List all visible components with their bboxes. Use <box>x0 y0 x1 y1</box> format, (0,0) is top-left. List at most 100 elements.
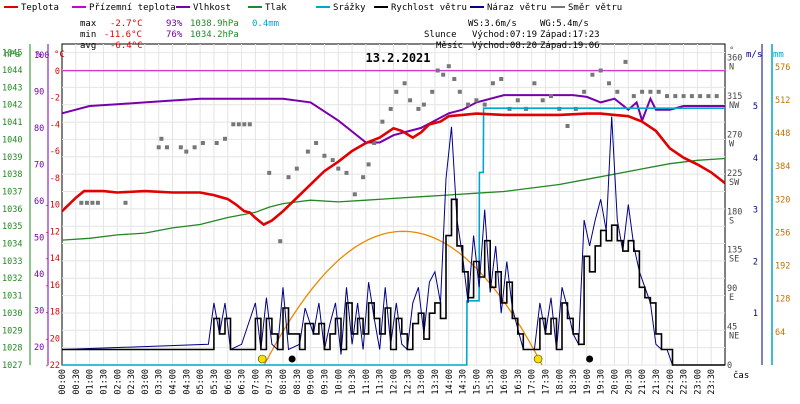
rain-tick-label: 64 <box>775 328 785 338</box>
legend-label: Rychlost větru <box>391 3 467 13</box>
dir-compass-label: W <box>729 139 735 149</box>
x-tick-label: 14:30 <box>459 369 469 395</box>
hum-tick-label: 90 <box>34 87 44 97</box>
wind-direction-point <box>159 136 164 141</box>
wind-direction-point <box>640 89 645 94</box>
series-pressure <box>61 157 726 241</box>
dir-compass-label: S <box>729 216 734 226</box>
rain-tick-label: 448 <box>775 129 790 139</box>
stats-min-press: 1034.2hPa <box>190 30 239 40</box>
temp-tick-label: -20 <box>45 334 60 344</box>
wind-tick-label: 1 <box>753 309 758 319</box>
wind-direction-point <box>482 102 487 107</box>
press-tick-label: 1044 <box>2 66 22 76</box>
wind-direction-point <box>441 72 446 77</box>
unit-temp: °C <box>54 50 65 60</box>
wind-direction-point <box>515 98 520 103</box>
sunset-marker <box>533 354 543 364</box>
wind-direction-point <box>165 145 169 150</box>
series-rain <box>62 107 725 366</box>
series-temperature <box>61 112 726 227</box>
wind-direction-point <box>84 200 89 205</box>
wind-direction-point <box>408 98 413 103</box>
stats-max-press: 1038.9hPa <box>190 19 239 29</box>
hum-tick-label: 40 <box>34 270 44 280</box>
wind-direction-point <box>698 94 703 99</box>
wind-direction-point <box>631 94 636 99</box>
rain-tick-label: 512 <box>775 96 790 106</box>
press-tick-label: 1045 <box>2 49 22 59</box>
x-tick-label: 10:00 <box>334 369 344 395</box>
wind-direction-point <box>598 68 603 73</box>
x-tick-label: 03:30 <box>155 369 165 395</box>
wind-direction-point <box>214 141 219 145</box>
x-tick-label: 02:00 <box>113 369 123 395</box>
press-tick-label: 1034 <box>2 240 22 250</box>
stats-block: max -2.7°C 93% 1038.9hPa 0.4mm min -11.6… <box>80 19 279 51</box>
x-tick-label: 23:30 <box>707 369 717 395</box>
stats-max-label: max <box>80 19 97 29</box>
wind-direction-point <box>330 158 335 163</box>
series-wind-speed <box>62 198 725 366</box>
press-tick-label: 1030 <box>2 309 22 319</box>
temp-tick-label: -6 <box>50 147 60 157</box>
wind-direction-point <box>192 145 197 150</box>
stats-max-rain: 0.4mm <box>252 19 279 29</box>
temp-tick-label: -8 <box>50 174 60 184</box>
press-tick-label: 1043 <box>2 83 22 93</box>
x-tick-label: 17:30 <box>541 369 551 395</box>
x-tick-label: 05:00 <box>196 369 206 395</box>
rain-tick-label: 576 <box>775 63 790 73</box>
x-tick-label: 21:00 <box>638 369 648 395</box>
sun-arc <box>263 230 543 366</box>
wind-direction-point <box>336 166 341 171</box>
wind-direction-point <box>184 149 189 154</box>
dir-tick-label: 270 <box>727 130 742 140</box>
x-tick-label: 06:30 <box>238 369 248 395</box>
stats-avg-label: avg <box>80 41 96 51</box>
press-tick-label: 1031 <box>2 292 22 302</box>
unit-rain: mm <box>773 50 784 60</box>
temp-tick-label: -10 <box>45 201 60 211</box>
wind-direction-point <box>352 192 357 197</box>
x-tick-label: 11:30 <box>376 369 386 395</box>
wind-direction-point <box>123 200 128 205</box>
sun-set: Západ:17:23 <box>540 30 600 40</box>
axes-layer: 00:00 00:30 01:00 01:30 02:00 02:30 03:00 03:30… <box>2 44 790 395</box>
dir-compass-label: N <box>729 63 734 73</box>
x-tick-label: 09:30 <box>320 369 330 395</box>
press-tick-label: 1028 <box>2 344 22 354</box>
dir-tick-label: 90 <box>727 284 737 294</box>
wind-direction-point <box>549 94 553 99</box>
wind-tick-label: 3 <box>753 206 758 216</box>
temp-tick-label: -2 <box>50 94 60 104</box>
x-tick-label: 15:30 <box>486 369 496 395</box>
wind-direction-point <box>200 141 205 145</box>
dir-tick-label: 360 <box>727 54 742 64</box>
temp-tick-label: -18 <box>45 308 60 318</box>
x-tick-label: 03:00 <box>141 369 151 395</box>
wind-direction-point <box>79 200 84 205</box>
stats-min-temp: -11.6°C <box>104 30 142 40</box>
x-tick-label: 08:00 <box>279 369 289 395</box>
wind-direction-point <box>305 149 310 154</box>
press-tick-label: 1039 <box>2 153 22 163</box>
legend-label: Vlhkost <box>193 3 231 13</box>
x-tick-label: 19:30 <box>597 369 607 395</box>
hum-tick-label: 60 <box>34 197 44 207</box>
sun-path-line <box>263 230 543 366</box>
x-tick-label: 02:30 <box>127 369 137 395</box>
x-tick-label: 11:00 <box>362 369 372 395</box>
x-tick-label: 10:30 <box>348 369 358 395</box>
hum-tick-label: 20 <box>34 343 44 353</box>
legend-label: Tlak <box>265 3 287 13</box>
wind-direction-point <box>90 200 95 205</box>
dir-compass-label: SW <box>729 178 740 188</box>
wind-tick-label: 4 <box>753 154 758 164</box>
x-tick-label: 18:30 <box>569 369 579 395</box>
legend-label: Teplota <box>21 3 59 13</box>
wind-direction-point <box>607 81 611 86</box>
rain-tick-label: 384 <box>775 162 790 172</box>
wind-direction-point <box>474 98 479 103</box>
